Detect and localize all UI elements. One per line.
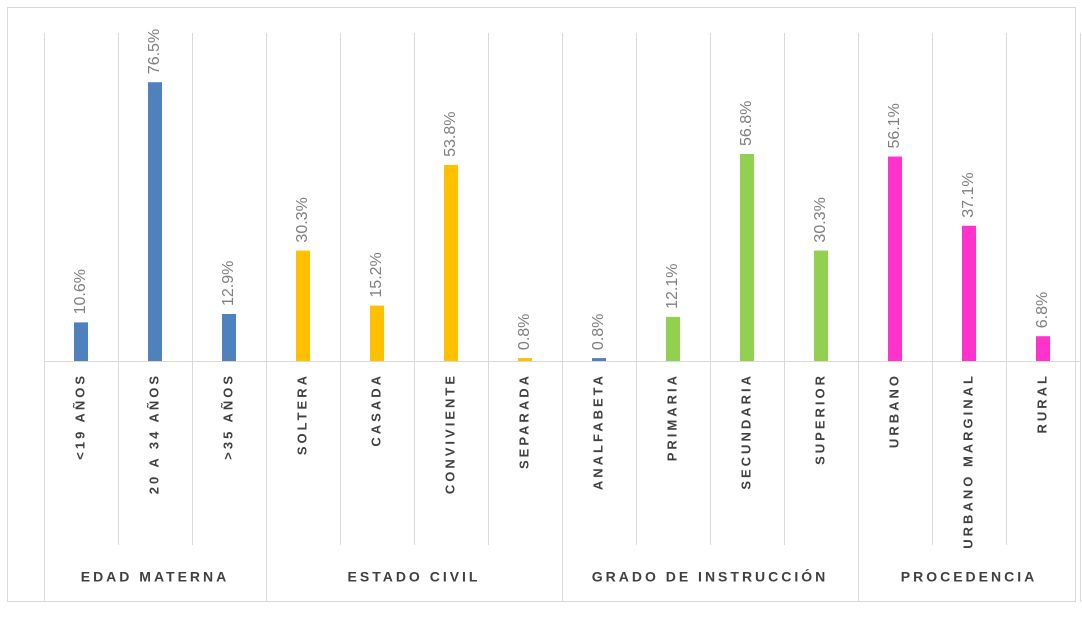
bar (444, 164, 458, 361)
group-label: GRADO DE INSTRUCCIÓN (592, 568, 829, 585)
bar (888, 156, 902, 361)
group-label: EDAD MATERNA (81, 569, 230, 585)
value-label: 6.8% (1034, 292, 1051, 328)
chart-frame (7, 7, 1076, 602)
bar (1036, 336, 1050, 361)
category-label: RURAL (1034, 373, 1049, 434)
bar (814, 250, 828, 361)
bar (666, 316, 680, 361)
category-label: ANALFABETA (590, 373, 605, 490)
category-label: <19 AÑOS (72, 373, 87, 460)
value-label: 0.8% (590, 314, 607, 350)
bar (518, 358, 532, 361)
bar (222, 313, 236, 361)
value-label: 0.8% (516, 314, 533, 350)
category-label: CASADA (368, 373, 383, 447)
category-label: PRIMARIA (664, 373, 679, 461)
category-label: SEPARADA (516, 373, 531, 469)
group-label: PROCEDENCIA (901, 569, 1037, 585)
bar (370, 305, 384, 361)
value-label: 12.1% (664, 264, 681, 309)
category-label: 20 A 34 AÑOS (146, 373, 161, 494)
category-label: SOLTERA (294, 373, 309, 455)
bar (74, 322, 88, 361)
bar (296, 250, 310, 361)
value-label: 12.9% (220, 261, 237, 306)
bar (592, 358, 606, 361)
category-label: URBANO MARGINAL (960, 373, 975, 549)
group-label: ESTADO CIVIL (348, 569, 481, 585)
bar (962, 225, 976, 361)
bar (740, 153, 754, 361)
value-label: 53.8% (442, 112, 459, 157)
category-label: URBANO (886, 373, 901, 448)
bar (148, 82, 162, 361)
value-label: 30.3% (812, 197, 829, 242)
category-label: SECUNDARIA (738, 373, 753, 490)
value-label: 56.1% (886, 103, 903, 148)
value-label: 56.8% (738, 101, 755, 146)
category-label: SUPERIOR (812, 373, 827, 465)
category-label: >35 AÑOS (220, 373, 235, 460)
value-label: 76.5% (146, 29, 163, 74)
value-label: 30.3% (294, 197, 311, 242)
value-label: 37.1% (960, 172, 977, 217)
value-label: 15.2% (368, 252, 385, 297)
category-label: CONVIVIENTE (442, 373, 457, 494)
value-label: 10.6% (72, 269, 89, 314)
